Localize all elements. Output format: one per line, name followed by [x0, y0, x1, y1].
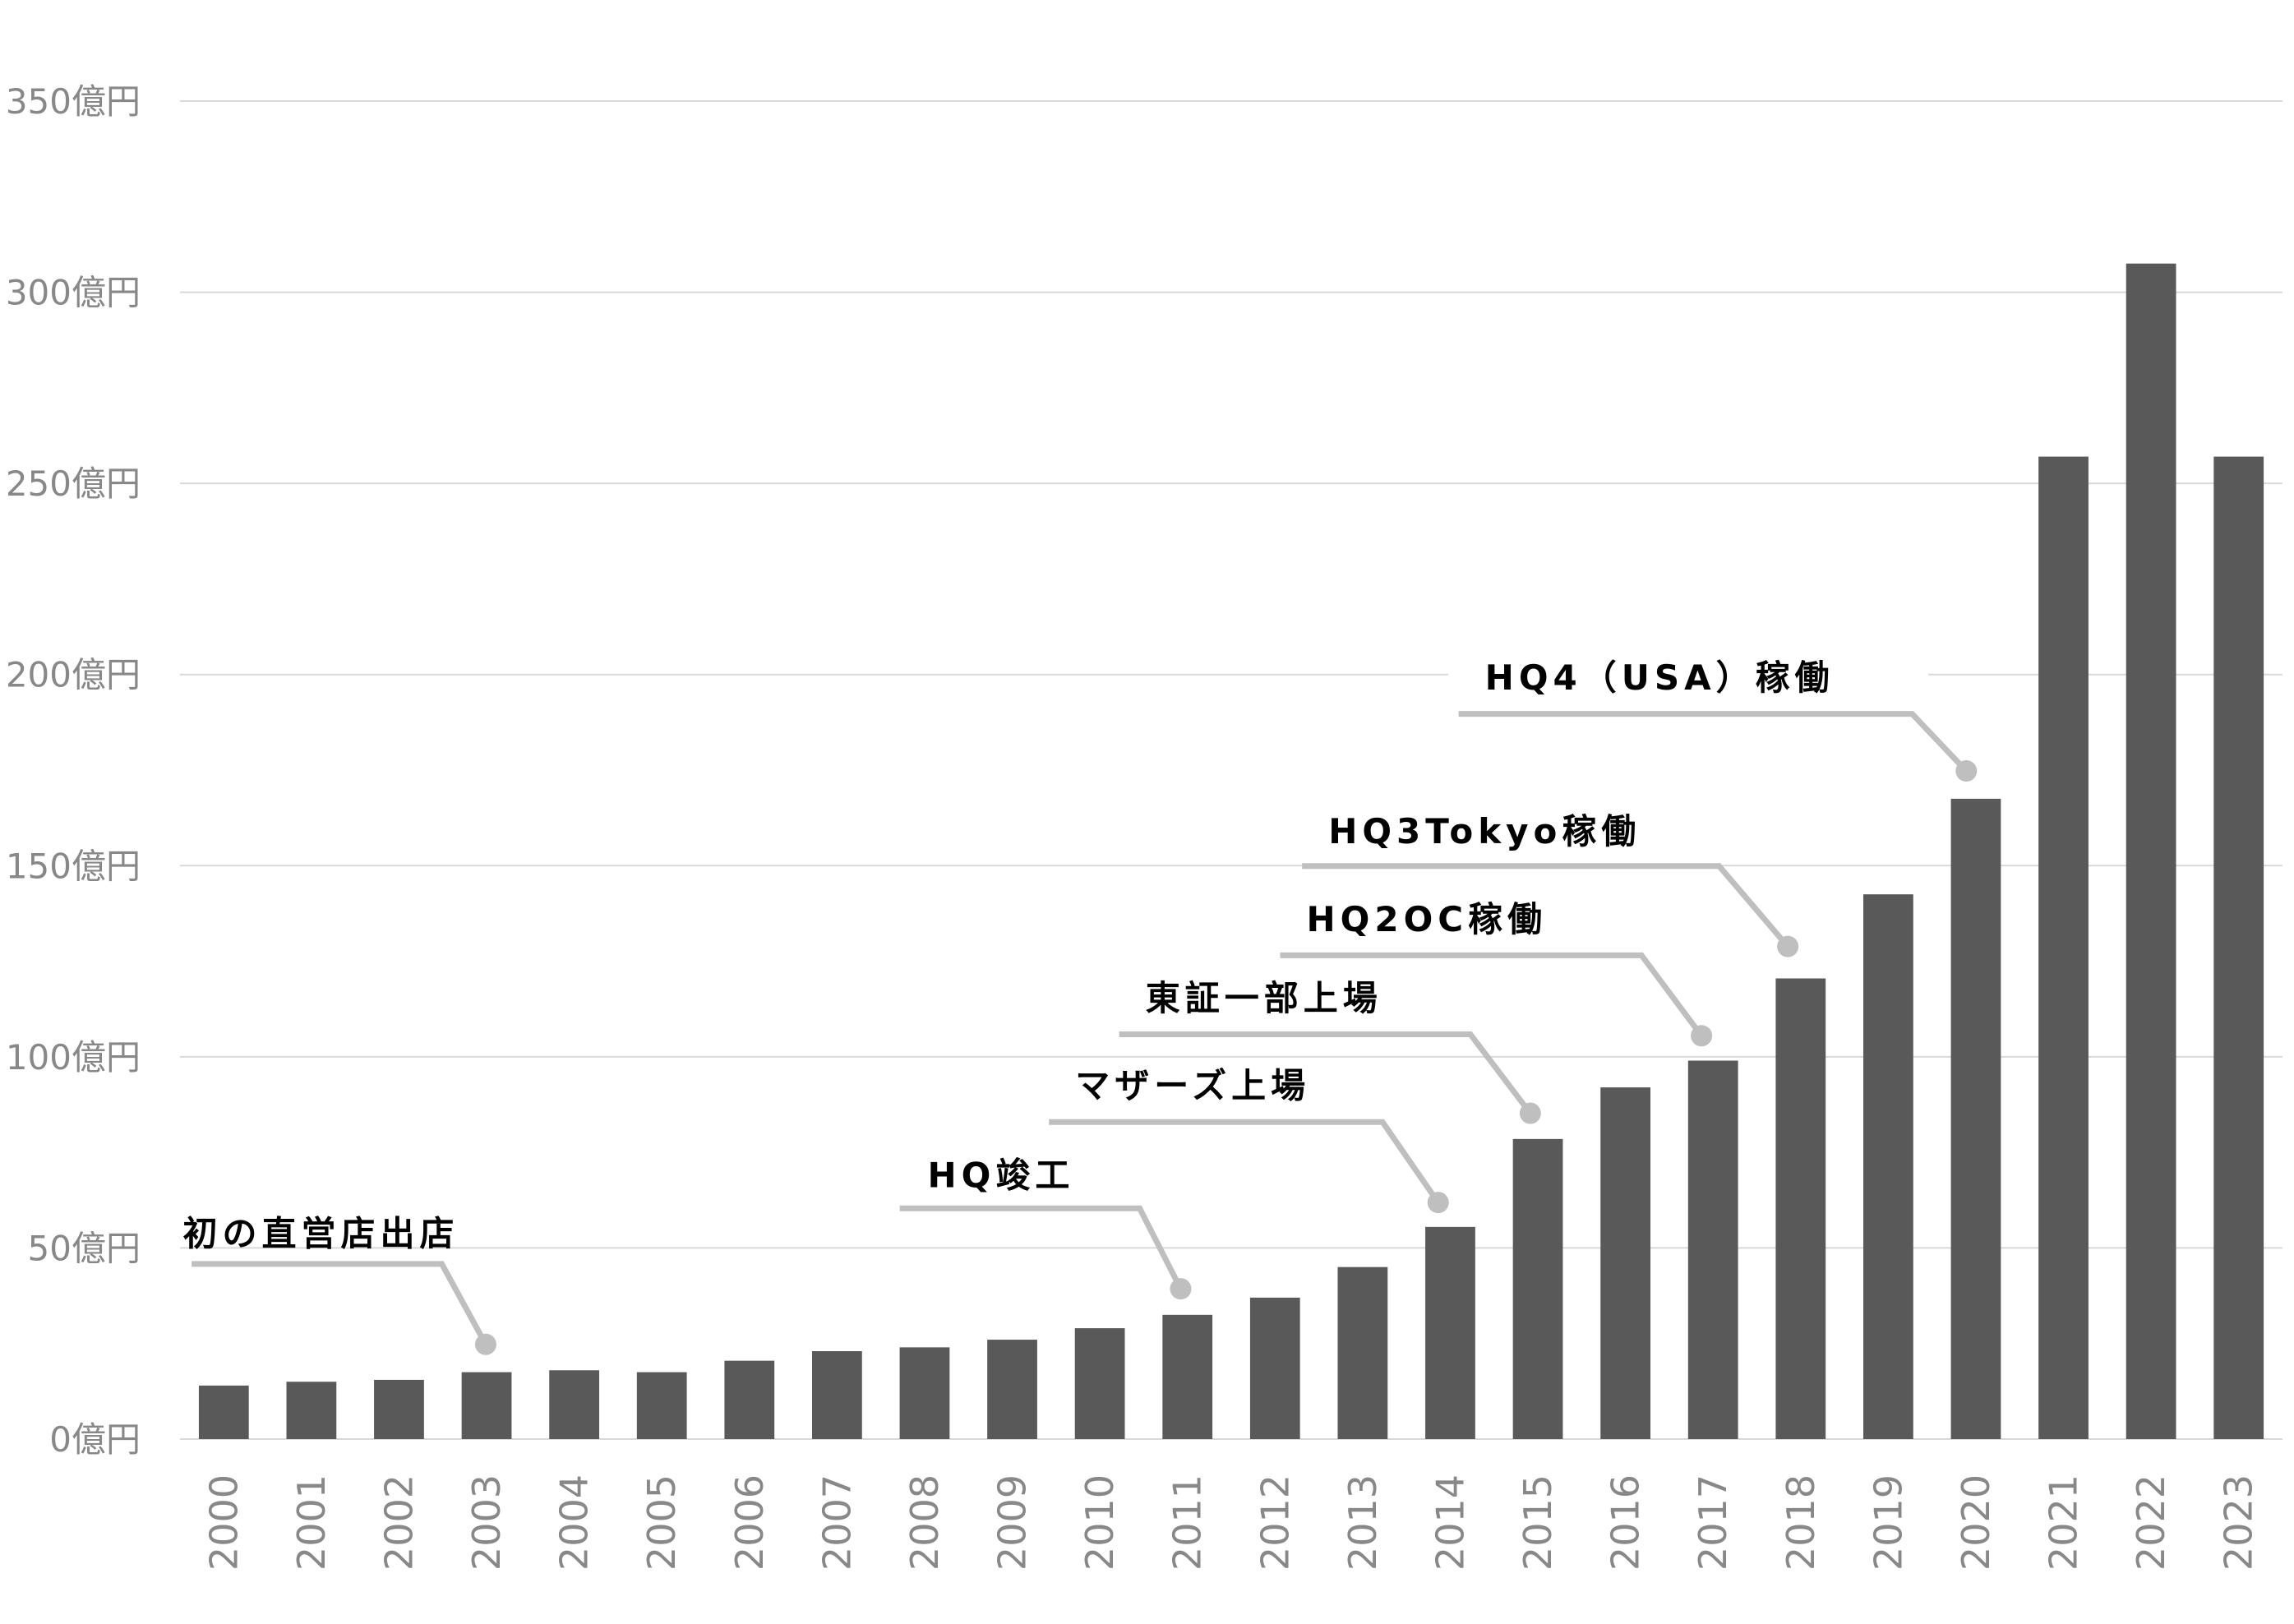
x-tick-label: 2003 [464, 1474, 509, 1571]
bar-2003 [461, 1372, 512, 1439]
x-tick-label: 2013 [1341, 1474, 1385, 1571]
x-tick-label: 2017 [1691, 1474, 1735, 1571]
x-tick-label: 2009 [990, 1474, 1035, 1571]
x-tick-label: 2015 [1516, 1474, 1560, 1571]
annotation-label: 東証一部上場 [1146, 978, 1382, 1018]
annotation-label: HQ4（USA）稼働 [1485, 657, 1835, 698]
bar-2022 [2126, 263, 2176, 1440]
callout-dot [1519, 1102, 1541, 1124]
callout-line [1049, 1119, 1441, 1205]
callout-dot [1691, 1025, 1713, 1047]
x-tick-label: 2010 [1078, 1474, 1122, 1571]
bar-2015 [1512, 1138, 1563, 1439]
annotation-label: 初の直営店出店 [182, 1214, 459, 1254]
x-tick-label: 2014 [1428, 1474, 1472, 1571]
label-background [1448, 644, 1929, 708]
bar-2014 [1425, 1226, 1475, 1439]
x-tick-label: 2021 [2042, 1474, 2086, 1571]
bar-2006 [724, 1360, 775, 1439]
bar-2012 [1249, 1297, 1300, 1439]
bar-2002 [374, 1379, 424, 1439]
callout-dot [1777, 935, 1799, 957]
bar-2023 [2213, 456, 2264, 1439]
bar-2018 [1775, 978, 1826, 1439]
bar-2019 [1862, 894, 1913, 1439]
x-tick-label: 2018 [1779, 1474, 1823, 1571]
x-tick-label: 2007 [815, 1474, 859, 1571]
callout-dot [474, 1333, 496, 1355]
x-tick-label: 2005 [639, 1474, 684, 1571]
y-tick-label: 350億円 [6, 81, 141, 122]
bar-2013 [1337, 1266, 1388, 1439]
x-tick-label: 2023 [2217, 1474, 2261, 1571]
bar-2008 [899, 1347, 950, 1439]
bar-2011 [1162, 1314, 1213, 1439]
x-tick-label: 2020 [1954, 1474, 1998, 1571]
x-tick-label: 2016 [1604, 1474, 1648, 1571]
x-tick-label: 2019 [1866, 1474, 1910, 1571]
annotation-label: HQ3Tokyo稼働 [1328, 811, 1641, 851]
x-tick-label: 2022 [2129, 1474, 2173, 1571]
callout-line [1458, 711, 1969, 773]
bar-2005 [636, 1372, 687, 1439]
y-tick-label: 0億円 [49, 1419, 141, 1460]
bar-2020 [1950, 798, 2001, 1439]
callout-line [1280, 952, 1704, 1038]
x-tick-label: 2012 [1253, 1474, 1297, 1571]
callout-line [192, 1261, 489, 1346]
callout-line [1119, 1031, 1533, 1115]
bar-2007 [811, 1351, 862, 1439]
callout-dot [1955, 760, 1978, 782]
x-tick-label: 2004 [552, 1474, 597, 1571]
y-tick-label: 200億円 [6, 655, 141, 695]
bar-2010 [1074, 1328, 1125, 1439]
y-tick-label: 300億円 [6, 273, 141, 313]
x-tick-label: 2001 [289, 1474, 334, 1571]
y-tick-label: 250億円 [6, 464, 141, 504]
callout-dot [1170, 1278, 1192, 1300]
y-tick-label: 50億円 [28, 1228, 141, 1268]
y-tick-label: 150億円 [6, 846, 141, 886]
bar-2017 [1687, 1060, 1738, 1439]
bar-2021 [2038, 456, 2089, 1439]
x-tick-label: 2002 [376, 1474, 421, 1571]
callout-dot [1427, 1192, 1449, 1214]
callout-line [899, 1205, 1184, 1290]
bar-2001 [286, 1382, 337, 1439]
x-tick-label: 2006 [727, 1474, 772, 1571]
x-tick-label: 2011 [1165, 1474, 1210, 1571]
annotation-label: マザーズ上場 [1075, 1066, 1310, 1106]
x-tick-label: 2000 [201, 1474, 246, 1571]
annotation-label: HQ竣工 [928, 1155, 1075, 1195]
annotation-label: HQ2OC稼働 [1307, 899, 1548, 939]
bar-2000 [198, 1385, 249, 1439]
bar-2009 [987, 1340, 1037, 1439]
x-tick-label: 2008 [902, 1474, 947, 1571]
callout-line [1302, 863, 1790, 948]
bar-2016 [1600, 1087, 1651, 1439]
bar-2004 [549, 1370, 600, 1439]
y-tick-label: 100億円 [6, 1037, 141, 1077]
